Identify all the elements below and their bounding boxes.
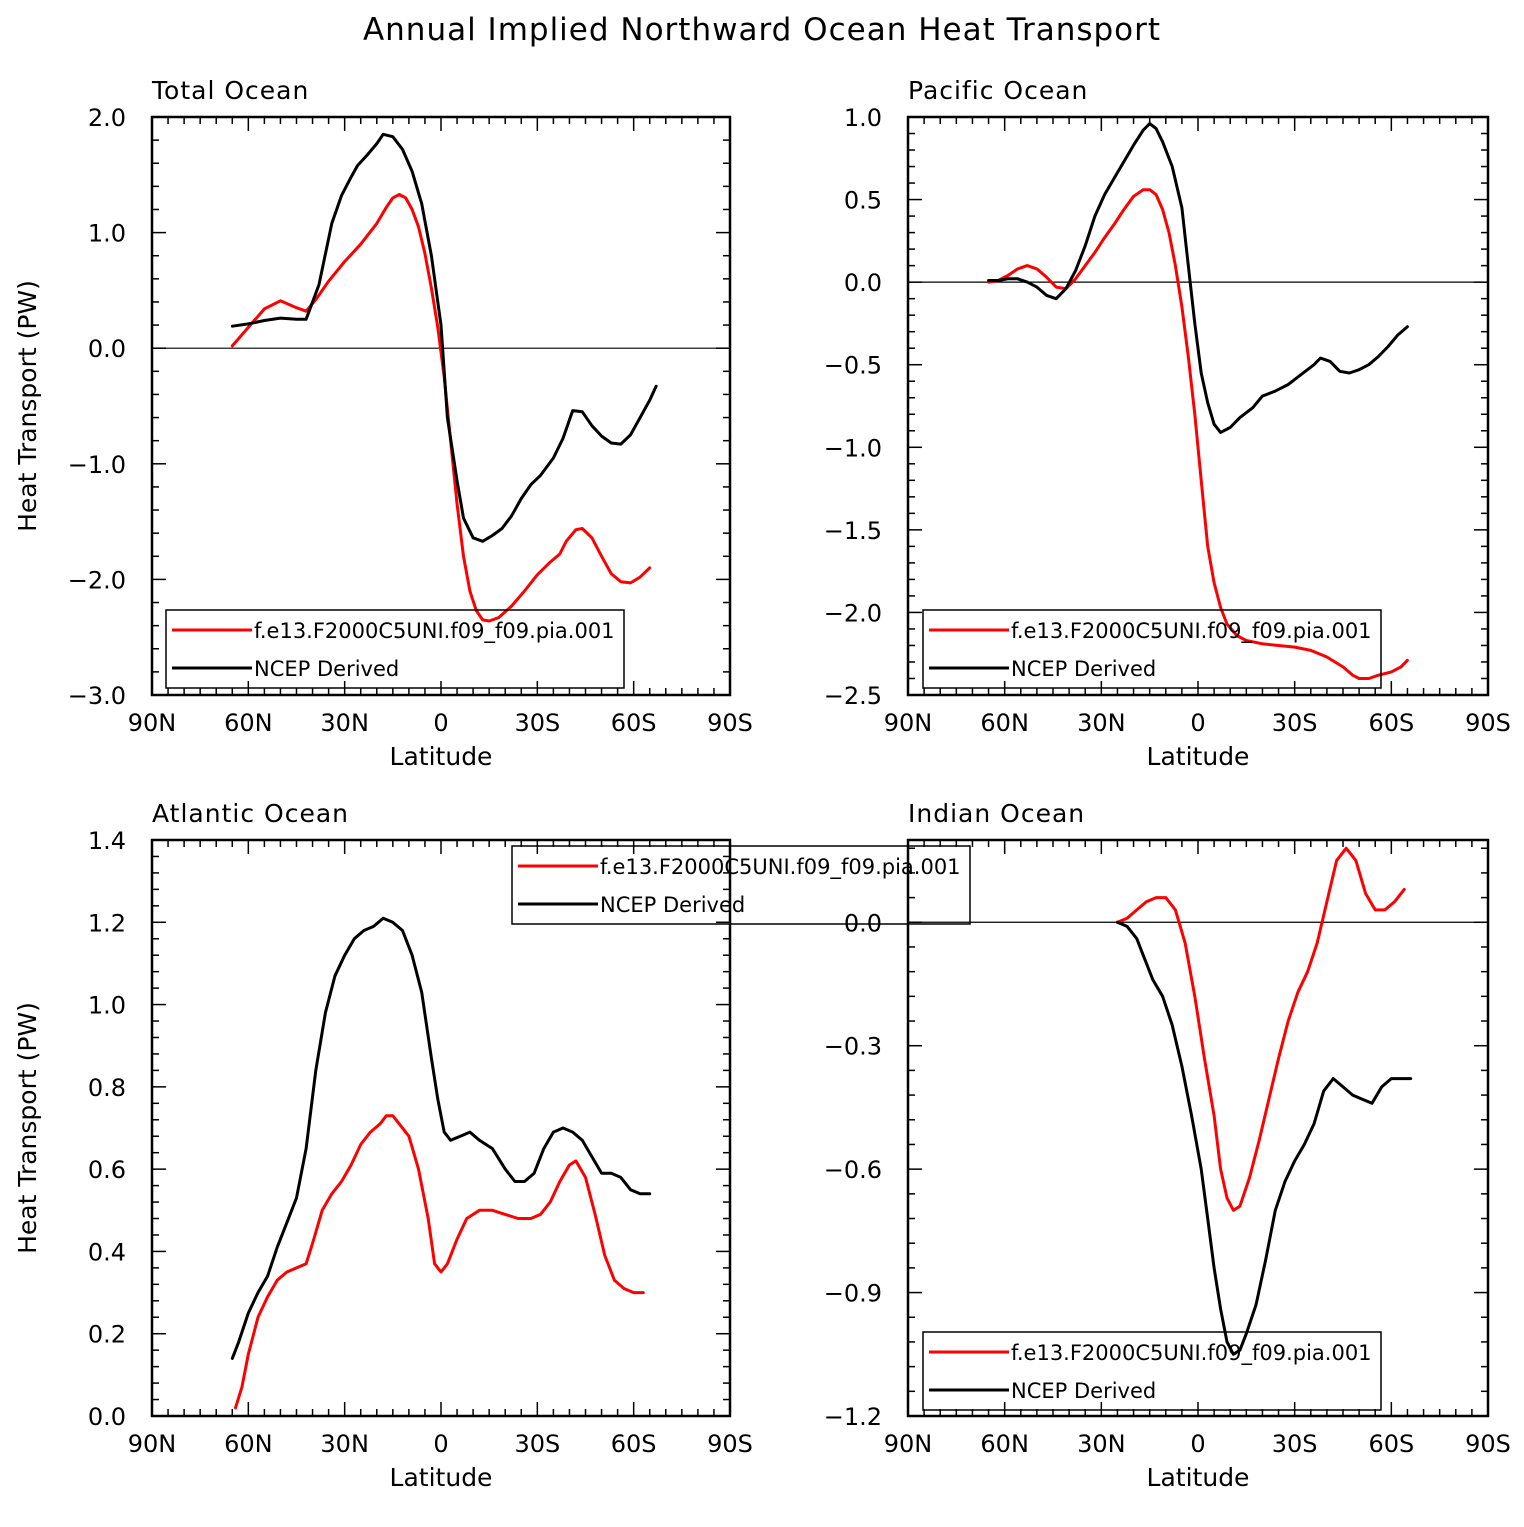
y-tick-label: 0.5 xyxy=(844,187,882,215)
legend-entry-label: NCEP Derived xyxy=(1011,1379,1156,1403)
y-tick-label: −0.6 xyxy=(824,1156,882,1184)
y-tick-label: 1.0 xyxy=(88,992,126,1020)
panel-pacific-ocean: 90N 60N 30N 0 30S 60S 90S −2.5 −2.0 −1.5 −1.0 −0.5 0… xyxy=(824,76,1511,771)
plot-frame xyxy=(150,838,732,1418)
legend-box xyxy=(165,609,625,689)
plot-frame xyxy=(906,838,1490,1418)
panel-title: Atlantic Ocean xyxy=(152,799,349,828)
x-axis-label: Latitude xyxy=(1147,1463,1250,1492)
y-axis-label: Heat Transport (PW) xyxy=(13,280,42,532)
y-tick-label: 2.0 xyxy=(88,104,126,132)
x-tick-label: 30N xyxy=(1077,1430,1126,1458)
x-tick-label: 90S xyxy=(1465,709,1511,737)
legend-box xyxy=(922,1331,1382,1411)
y-tick-label: −1.5 xyxy=(824,517,882,545)
series-line-f-e13-f2000c5uni-f09-f09-pia-001 xyxy=(987,188,1409,680)
y-tick-label: 0.0 xyxy=(88,335,126,363)
y-tick-label: 0.0 xyxy=(88,1403,126,1431)
x-tick-label: 90N xyxy=(128,1430,177,1458)
panel-indian-ocean: 90N 60N 30N 0 30S 60S 90S −1.2 −0.9 −0.6 −0.3 0.0 La… xyxy=(824,799,1511,1492)
x-tick-label: 60N xyxy=(224,1430,273,1458)
y-tick-label: 0.6 xyxy=(88,1156,126,1184)
legend-entry-label: NCEP Derived xyxy=(254,657,399,681)
x-tick-label: 90S xyxy=(707,709,753,737)
x-tick-label: 30S xyxy=(514,709,560,737)
y-tick-label: −0.5 xyxy=(824,352,882,380)
y-tick-label: 0.8 xyxy=(88,1074,126,1102)
x-tick-label: 30N xyxy=(1077,709,1126,737)
x-tick-label: 60N xyxy=(980,1430,1029,1458)
legend-entry-label: NCEP Derived xyxy=(600,893,745,917)
x-axis-label: Latitude xyxy=(390,1463,493,1492)
x-tick-label: 0 xyxy=(433,1430,448,1458)
y-tick-label: 1.2 xyxy=(88,909,126,937)
y-tick-label: 1.4 xyxy=(88,827,126,855)
series-line-ncep-derived xyxy=(230,132,658,543)
legend-entry-label: NCEP Derived xyxy=(1011,657,1156,681)
y-tick-label: −2.0 xyxy=(68,566,126,594)
panel-title: Pacific Ocean xyxy=(908,76,1088,105)
x-axis-label: Latitude xyxy=(390,742,493,771)
legend: f.e13.F2000C5UNI.f09_f09.pia.001 NCEP Der… xyxy=(511,845,971,925)
y-tick-label: −2.5 xyxy=(824,682,882,710)
y-tick-label: −1.0 xyxy=(824,434,882,462)
y-tick-label: 1.0 xyxy=(844,104,882,132)
y-tick-label: 1.0 xyxy=(88,220,126,248)
y-tick-label: −2.0 xyxy=(824,599,882,627)
x-tick-label: 30S xyxy=(1272,709,1318,737)
x-tick-label: 60N xyxy=(980,709,1029,737)
series-line-ncep-derived xyxy=(987,122,1409,434)
legend-entry-label: f.e13.F2000C5UNI.f09_f09.pia.001 xyxy=(600,855,961,880)
x-tick-label: 30N xyxy=(320,1430,369,1458)
series-line-f-e13-f2000c5uni-f09-f09-pia-001 xyxy=(230,193,652,623)
legend: f.e13.F2000C5UNI.f09_f09.pia.001 NCEP Der… xyxy=(922,609,1382,689)
x-tick-label: 90N xyxy=(884,709,933,737)
y-tick-label: −0.9 xyxy=(824,1280,882,1308)
series-line-f-e13-f2000c5uni-f09-f09-pia-001 xyxy=(1115,846,1406,1212)
x-tick-label: 60N xyxy=(224,709,273,737)
x-tick-label: 30N xyxy=(320,709,369,737)
x-axis-label: Latitude xyxy=(1147,742,1250,771)
y-tick-label: 0.4 xyxy=(88,1238,126,1266)
panel-total-ocean: 90N 60N 30N 0 30S 60S 90S −3.0 −2.0 −1.0 0.0 1.0 2.0… xyxy=(13,76,753,771)
x-tick-label: 0 xyxy=(1190,1430,1205,1458)
plot-frame xyxy=(150,115,732,697)
y-tick-label: −3.0 xyxy=(68,682,126,710)
panel-title: Total Ocean xyxy=(151,76,309,105)
y-tick-label: 0.0 xyxy=(844,269,882,297)
legend-box xyxy=(922,609,1382,689)
series-line-ncep-derived xyxy=(1115,920,1413,1356)
series-line-f-e13-f2000c5uni-f09-f09-pia-001 xyxy=(234,1114,645,1410)
y-tick-label: −1.2 xyxy=(824,1403,882,1431)
x-tick-label: 90S xyxy=(1465,1430,1511,1458)
x-tick-label: 60S xyxy=(1368,1430,1414,1458)
y-axis-label: Heat Transport (PW) xyxy=(13,1002,42,1254)
x-tick-label: 60S xyxy=(1368,709,1414,737)
x-tick-label: 30S xyxy=(1272,1430,1318,1458)
y-tick-label: 0.2 xyxy=(88,1321,126,1349)
y-tick-label: 0.0 xyxy=(844,909,882,937)
panel-atlantic-ocean: 90N 60N 30N 0 30S 60S 90S 0.0 0.2 0.4 0.6 0.8 1.0 1.2… xyxy=(13,799,971,1492)
legend-entry-label: f.e13.F2000C5UNI.f09_f09.pia.001 xyxy=(1011,619,1372,644)
x-tick-label: 90S xyxy=(707,1430,753,1458)
panel-title: Indian Ocean xyxy=(908,799,1085,828)
series-line-ncep-derived xyxy=(230,916,652,1360)
x-tick-label: 60S xyxy=(611,1430,657,1458)
x-tick-label: 30S xyxy=(514,1430,560,1458)
y-tick-label: −0.3 xyxy=(824,1033,882,1061)
y-tick-label: −1.0 xyxy=(68,451,126,479)
plot-frame xyxy=(906,115,1490,697)
x-tick-label: 90N xyxy=(128,709,177,737)
legend: f.e13.F2000C5UNI.f09_f09.pia.001 NCEP Der… xyxy=(922,1331,1382,1411)
legend-entry-label: f.e13.F2000C5UNI.f09_f09.pia.001 xyxy=(1011,1341,1372,1366)
legend: f.e13.F2000C5UNI.f09_f09.pia.001 NCEP Der… xyxy=(165,609,625,689)
x-tick-label: 60S xyxy=(611,709,657,737)
figure-title: Annual Implied Northward Ocean Heat Tran… xyxy=(362,12,1162,48)
x-tick-label: 0 xyxy=(1190,709,1205,737)
x-tick-label: 0 xyxy=(433,709,448,737)
legend-entry-label: f.e13.F2000C5UNI.f09_f09.pia.001 xyxy=(254,619,615,644)
legend-box xyxy=(511,845,971,925)
x-tick-label: 90N xyxy=(884,1430,933,1458)
